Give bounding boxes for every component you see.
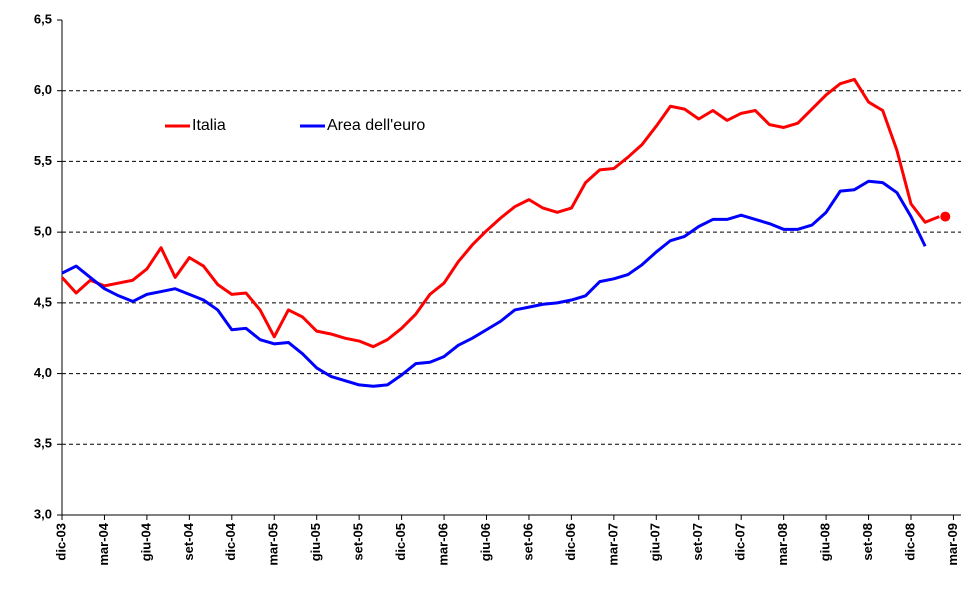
- x-tick-label: set-05: [351, 523, 366, 561]
- legend-label: Italia: [192, 117, 226, 134]
- y-tick-label: 5,0: [34, 224, 52, 239]
- legend-label: Area dell'euro: [327, 117, 425, 134]
- x-tick-label: mar-05: [266, 523, 281, 566]
- x-tick-label: mar-09: [945, 523, 960, 566]
- legend: Italia Area dell'euro: [165, 117, 425, 134]
- y-tick-label: 4,5: [34, 294, 52, 309]
- x-tick-label: dic-05: [393, 523, 408, 561]
- x-tick-label: set-06: [520, 523, 535, 561]
- x-tick-label: set-04: [181, 522, 196, 560]
- last-point: [940, 211, 951, 222]
- x-tick-label: dic-04: [223, 522, 238, 560]
- x-tick-label: dic-08: [902, 523, 917, 561]
- y-tick-label: 6,0: [34, 82, 52, 97]
- x-tick-label: giu-04: [138, 522, 153, 561]
- y-tick-label: 3,0: [34, 506, 52, 521]
- x-tick-label: set-07: [690, 523, 705, 561]
- series-line: [60, 77, 940, 349]
- y-tick-label: 5,5: [34, 153, 52, 168]
- x-tick-label: dic-03: [53, 523, 68, 561]
- x-tick-label: giu-06: [478, 523, 493, 561]
- x-tick-label: giu-05: [308, 523, 323, 561]
- x-tick-label: mar-06: [435, 523, 450, 566]
- y-tick-label: 4,0: [34, 365, 52, 380]
- x-tick-label: dic-07: [733, 523, 748, 561]
- x-tick-label: giu-08: [818, 523, 833, 561]
- x-tick-label: giu-07: [648, 523, 663, 561]
- y-tick-label: 6,5: [34, 11, 52, 26]
- x-tick-label: dic-06: [563, 523, 578, 561]
- x-tick-label: mar-07: [605, 523, 620, 566]
- series-line: [61, 179, 927, 388]
- x-tick-label: mar-04: [96, 522, 111, 565]
- x-tick-label: mar-08: [775, 523, 790, 566]
- x-tick-label: set-08: [860, 523, 875, 561]
- y-tick-label: 3,5: [34, 436, 52, 451]
